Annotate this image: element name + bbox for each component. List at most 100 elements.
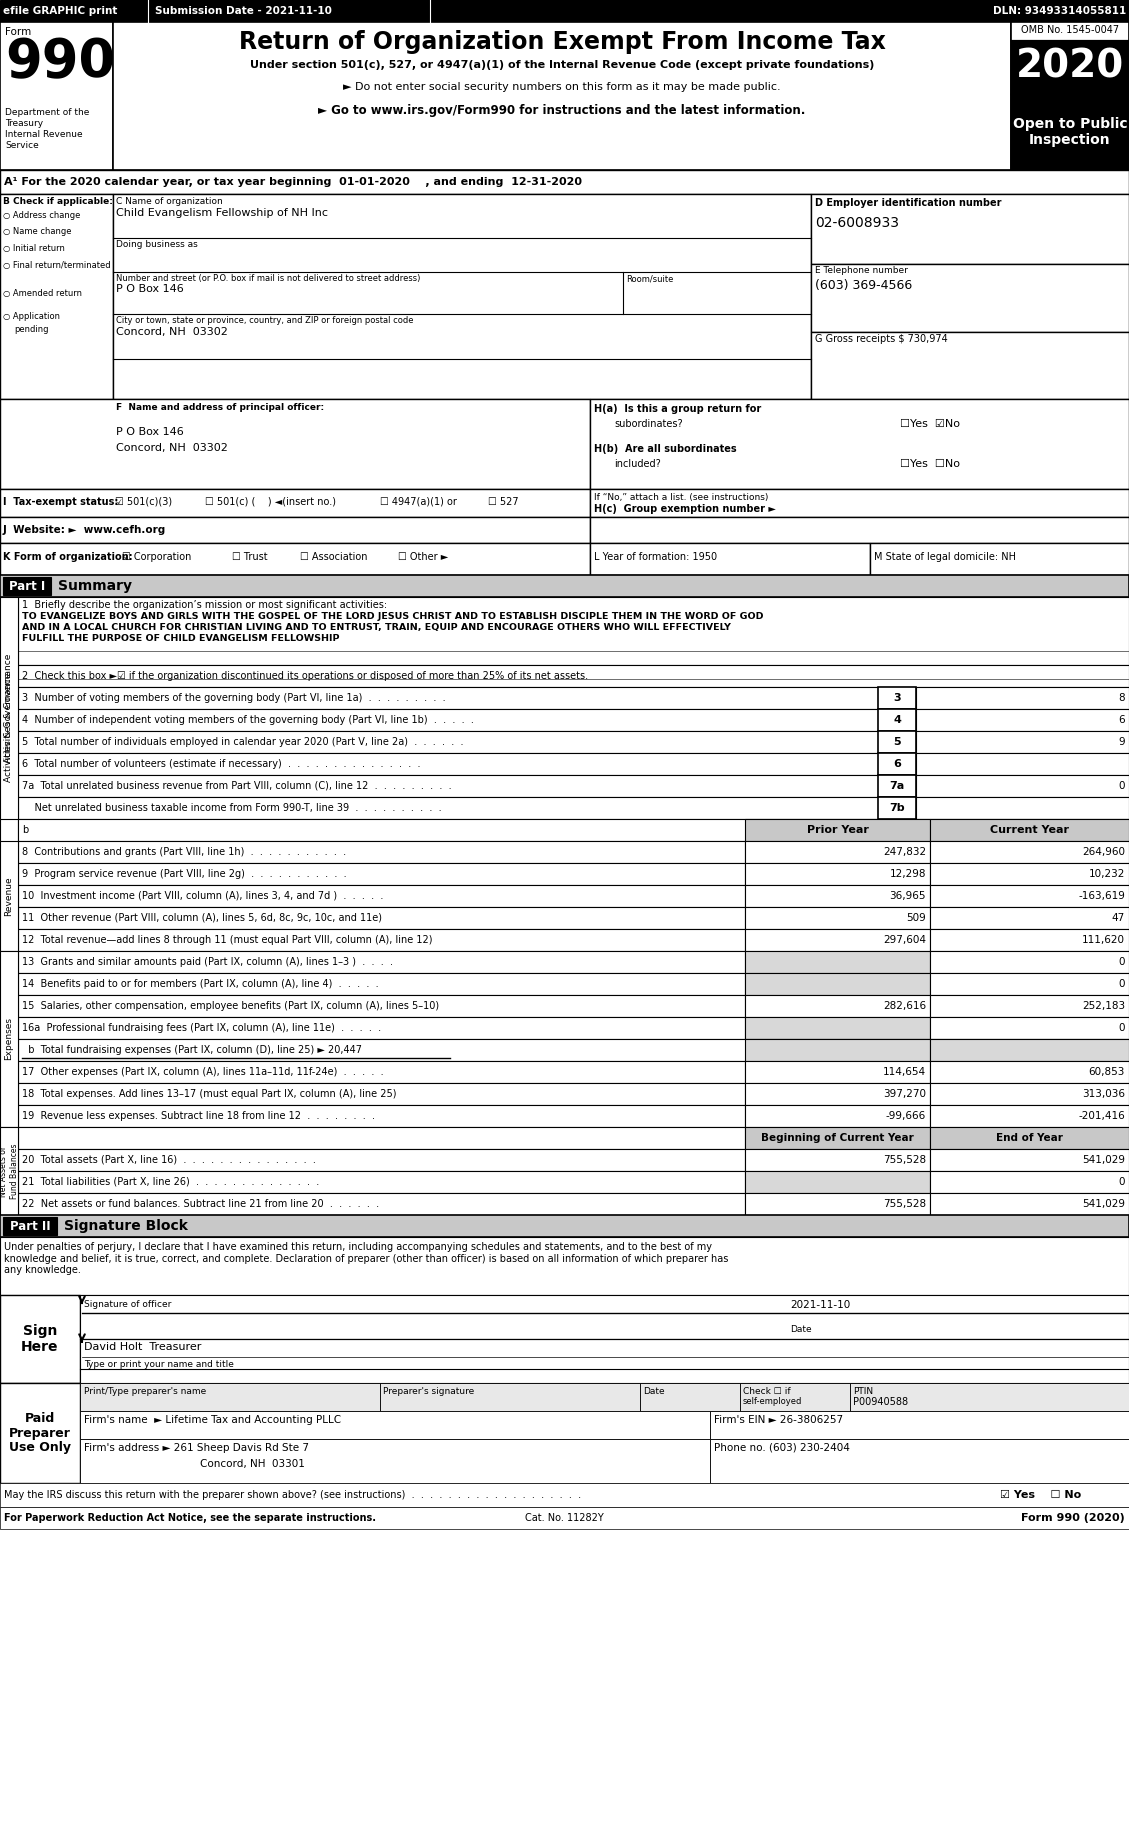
Text: P00940588: P00940588: [854, 1398, 908, 1407]
Bar: [590, 398, 1129, 490]
Bar: [18, 775, 878, 797]
Text: Open to Public
Inspection: Open to Public Inspection: [1013, 117, 1128, 148]
Bar: [811, 263, 1129, 333]
Bar: [745, 1083, 930, 1105]
Text: For Paperwork Reduction Act Notice, see the separate instructions.: For Paperwork Reduction Act Notice, see …: [5, 1513, 376, 1524]
Text: 264,960: 264,960: [1082, 848, 1124, 857]
Bar: [870, 543, 1129, 576]
Text: 60,853: 60,853: [1088, 1067, 1124, 1076]
Text: Date: Date: [790, 1325, 812, 1334]
Bar: [0, 194, 113, 398]
Bar: [380, 1383, 640, 1410]
Bar: [18, 1105, 745, 1127]
Bar: [0, 0, 1129, 22]
Text: 0: 0: [1119, 1177, 1124, 1188]
Text: Firm's EIN ► 26-3806257: Firm's EIN ► 26-3806257: [714, 1414, 843, 1425]
Text: 14  Benefits paid to or for members (Part IX, column (A), line 4)  .  .  .  .  .: 14 Benefits paid to or for members (Part…: [21, 979, 378, 988]
Text: 755,528: 755,528: [883, 1199, 926, 1209]
Bar: [930, 1083, 1129, 1105]
Text: 4: 4: [893, 714, 901, 725]
Text: Part I: Part I: [9, 579, 45, 592]
Text: 8: 8: [1119, 692, 1124, 703]
Bar: [878, 687, 916, 709]
Text: Beginning of Current Year: Beginning of Current Year: [761, 1133, 913, 1144]
Text: David Holt  Treasurer: David Holt Treasurer: [84, 1343, 201, 1352]
Bar: [18, 884, 745, 906]
Bar: [590, 543, 870, 576]
Bar: [930, 1149, 1129, 1171]
Bar: [3, 1217, 56, 1235]
Bar: [745, 906, 930, 928]
Text: Firm's name  ► Lifetime Tax and Accounting PLLC: Firm's name ► Lifetime Tax and Accountin…: [84, 1414, 341, 1425]
Text: b: b: [21, 826, 28, 835]
Bar: [811, 333, 1129, 398]
Text: ☐Yes  ☐No: ☐Yes ☐No: [900, 459, 960, 470]
Bar: [0, 597, 18, 818]
Bar: [710, 1440, 1129, 1484]
Bar: [0, 1215, 1129, 1237]
Text: included?: included?: [614, 459, 660, 470]
Bar: [745, 862, 930, 884]
Bar: [18, 906, 745, 928]
Text: ○ Name change: ○ Name change: [3, 227, 71, 236]
Bar: [916, 709, 1129, 731]
Text: 541,029: 541,029: [1082, 1199, 1124, 1209]
Bar: [18, 731, 878, 753]
Text: 20  Total assets (Part X, line 16)  .  .  .  .  .  .  .  .  .  .  .  .  .  .  .: 20 Total assets (Part X, line 16) . . . …: [21, 1155, 316, 1166]
Text: ○ Amended return: ○ Amended return: [3, 289, 82, 298]
Text: efile GRAPHIC print: efile GRAPHIC print: [3, 5, 117, 16]
Text: M State of legal domicile: NH: M State of legal domicile: NH: [874, 552, 1016, 563]
Bar: [640, 1383, 739, 1410]
Text: 5: 5: [893, 736, 901, 747]
Bar: [18, 928, 745, 952]
Bar: [930, 1018, 1129, 1040]
Text: 12,298: 12,298: [890, 870, 926, 879]
Bar: [878, 731, 916, 753]
Bar: [18, 1040, 1129, 1061]
Bar: [590, 490, 1129, 517]
Text: Part II: Part II: [10, 1219, 51, 1233]
Bar: [18, 797, 878, 818]
Text: C Name of organization: C Name of organization: [116, 197, 222, 206]
Text: B Check if applicable:: B Check if applicable:: [3, 197, 113, 206]
Text: 10  Investment income (Part VIII, column (A), lines 3, 4, and 7d )  .  .  .  .  : 10 Investment income (Part VIII, column …: [21, 892, 384, 901]
Text: Department of the: Department of the: [5, 108, 89, 117]
Text: 5  Total number of individuals employed in calendar year 2020 (Part V, line 2a) : 5 Total number of individuals employed i…: [21, 736, 464, 747]
Bar: [0, 490, 590, 517]
Text: Treasury: Treasury: [5, 119, 43, 128]
Bar: [18, 1193, 745, 1215]
Text: 13  Grants and similar amounts paid (Part IX, column (A), lines 1–3 )  .  .  .  : 13 Grants and similar amounts paid (Part…: [21, 957, 393, 966]
Text: Summary: Summary: [58, 579, 132, 594]
Bar: [930, 952, 1129, 974]
Bar: [18, 1083, 745, 1105]
Text: Preparer's signature: Preparer's signature: [383, 1387, 474, 1396]
Bar: [930, 1127, 1129, 1149]
Bar: [745, 1149, 930, 1171]
Bar: [80, 1410, 710, 1440]
Text: Revenue: Revenue: [5, 877, 14, 915]
Text: 6  Total number of volunteers (estimate if necessary)  .  .  .  .  .  .  .  .  .: 6 Total number of volunteers (estimate i…: [21, 758, 420, 769]
Bar: [0, 170, 1129, 194]
Text: J  Website: ►  www.cefh.org: J Website: ► www.cefh.org: [3, 524, 166, 535]
Text: 16a  Professional fundraising fees (Part IX, column (A), line 11e)  .  .  .  .  : 16a Professional fundraising fees (Part …: [21, 1023, 382, 1032]
Text: H(c)  Group exemption number ►: H(c) Group exemption number ►: [594, 504, 776, 513]
Text: 2021-11-10: 2021-11-10: [790, 1301, 850, 1310]
Text: Paid
Preparer
Use Only: Paid Preparer Use Only: [9, 1412, 71, 1454]
Text: Phone no. (603) 230-2404: Phone no. (603) 230-2404: [714, 1443, 850, 1452]
Text: K Form of organization:: K Form of organization:: [3, 552, 132, 563]
Bar: [1010, 93, 1129, 170]
Bar: [80, 1383, 380, 1410]
Text: TO EVANGELIZE BOYS AND GIRLS WITH THE GOSPEL OF THE LORD JESUS CHRIST AND TO EST: TO EVANGELIZE BOYS AND GIRLS WITH THE GO…: [21, 612, 763, 621]
Text: Child Evangelism Fellowship of NH Inc: Child Evangelism Fellowship of NH Inc: [116, 208, 329, 217]
Text: 7a: 7a: [890, 780, 904, 791]
Bar: [0, 1127, 18, 1215]
Text: 22  Net assets or fund balances. Subtract line 21 from line 20  .  .  .  .  .  .: 22 Net assets or fund balances. Subtract…: [21, 1199, 379, 1209]
Bar: [18, 665, 1129, 687]
Text: Return of Organization Exempt From Income Tax: Return of Organization Exempt From Incom…: [238, 29, 885, 55]
Bar: [930, 996, 1129, 1018]
Bar: [916, 687, 1129, 709]
Text: (603) 369-4566: (603) 369-4566: [815, 280, 912, 292]
Bar: [878, 753, 916, 775]
Text: Doing business as: Doing business as: [116, 239, 198, 248]
Text: 111,620: 111,620: [1082, 935, 1124, 945]
